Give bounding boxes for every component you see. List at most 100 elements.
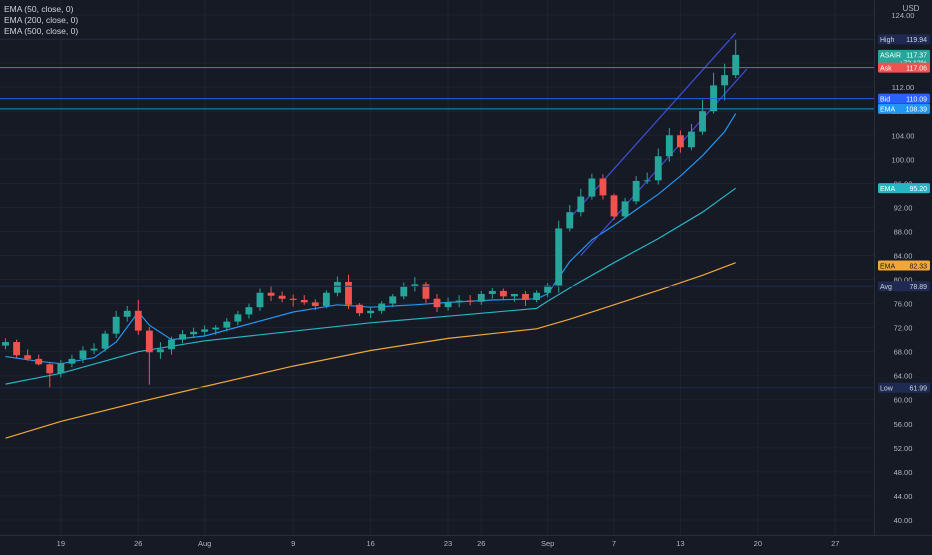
candle-body bbox=[79, 350, 87, 359]
candle-body bbox=[555, 228, 563, 286]
candle-body bbox=[289, 298, 297, 300]
price-tick-label: 92.00 bbox=[894, 203, 913, 212]
price-tick-label: 72.00 bbox=[894, 324, 913, 333]
candle-body bbox=[632, 180, 640, 202]
price-tag-value: 61.99 bbox=[909, 386, 927, 393]
candle-body bbox=[499, 290, 507, 297]
candle-body bbox=[389, 296, 397, 304]
price-tick-label: 84.00 bbox=[894, 251, 913, 260]
price-tag-value: 108.39 bbox=[906, 107, 928, 114]
legend-ema200[interactable]: EMA (200, close, 0) bbox=[4, 15, 79, 25]
price-label-layer: High119.94ASAIR117.37+72.12%Ask117.06Bid… bbox=[878, 34, 930, 393]
candle-body bbox=[466, 300, 474, 302]
currency-label: USD bbox=[903, 4, 920, 13]
candle-body bbox=[311, 302, 319, 306]
channel-line-0 bbox=[569, 32, 737, 219]
candle-body bbox=[267, 292, 275, 296]
candle-body bbox=[544, 285, 552, 293]
price-tick-label: 80.00 bbox=[894, 276, 913, 285]
candle-body bbox=[245, 307, 253, 315]
time-tick-label: 19 bbox=[57, 539, 65, 548]
time-tick-label: 27 bbox=[831, 539, 839, 548]
candle-body bbox=[654, 156, 662, 181]
candle-body bbox=[643, 180, 651, 182]
price-tag-label: Low bbox=[880, 386, 894, 393]
price-tag-label: EMA bbox=[880, 263, 896, 270]
candle-body bbox=[101, 333, 109, 349]
price-tag bbox=[878, 382, 930, 393]
candle-body bbox=[588, 178, 596, 197]
candle-body bbox=[278, 295, 286, 299]
candle-body bbox=[112, 316, 120, 334]
candle-body bbox=[577, 196, 585, 213]
price-tick-label: 44.00 bbox=[894, 492, 913, 501]
candle-body bbox=[488, 290, 496, 294]
price-tick-label: 88.00 bbox=[894, 227, 913, 236]
candle-body bbox=[223, 321, 231, 328]
price-tag bbox=[878, 183, 930, 194]
time-tick-label: 7 bbox=[612, 539, 616, 548]
candle-body bbox=[477, 293, 485, 302]
candle-body bbox=[13, 342, 21, 356]
price-tag-value: 117.06 bbox=[906, 65, 927, 72]
candle-body bbox=[444, 302, 452, 308]
legend-ema50[interactable]: EMA (50, close, 0) bbox=[4, 4, 74, 14]
price-tick-label: 64.00 bbox=[894, 372, 913, 381]
candle-body bbox=[57, 363, 65, 374]
price-tag-value: 82.33 bbox=[909, 263, 927, 270]
time-tick-label: Aug bbox=[198, 539, 211, 548]
time-tick-label: 26 bbox=[134, 539, 142, 548]
candle-body bbox=[688, 131, 695, 148]
time-tick-label: 23 bbox=[444, 539, 452, 548]
candle-body bbox=[168, 339, 175, 350]
price-tag-value: 110.09 bbox=[906, 96, 927, 103]
candle-body bbox=[400, 286, 408, 297]
price-tag bbox=[878, 34, 930, 45]
candle-body bbox=[300, 299, 308, 303]
candle-body bbox=[599, 178, 607, 196]
price-tag-value: 95.20 bbox=[909, 186, 927, 193]
candle-body bbox=[566, 212, 574, 229]
candle-body bbox=[179, 334, 186, 340]
indicator-legend: EMA (50, close, 0) EMA (200, close, 0) E… bbox=[4, 4, 78, 37]
candle-body bbox=[433, 298, 441, 308]
legend-ema500[interactable]: EMA (500, close, 0) bbox=[4, 26, 79, 36]
price-tag-value: 78.89 bbox=[909, 284, 927, 291]
ema-line-0 bbox=[5, 113, 737, 365]
candle-body bbox=[234, 314, 242, 322]
ema-line-2 bbox=[5, 262, 736, 439]
candle-body bbox=[699, 111, 706, 132]
price-tag bbox=[878, 93, 930, 104]
candle-body bbox=[24, 355, 32, 359]
candle-body bbox=[145, 330, 153, 353]
time-axis[interactable]: 19 26 Aug 9 16 23 26 Sep 7 13 20 27 bbox=[57, 539, 840, 548]
candle-body bbox=[201, 329, 209, 332]
candle-body bbox=[356, 304, 363, 314]
candle-body bbox=[35, 358, 43, 365]
price-tag-label: ASAIR bbox=[880, 53, 901, 60]
price-tag bbox=[878, 62, 930, 73]
candle-body bbox=[212, 327, 220, 330]
price-tick-label: 124.00 bbox=[892, 11, 915, 20]
candle-layer bbox=[2, 39, 740, 388]
candle-body bbox=[2, 342, 9, 346]
candle-body bbox=[511, 293, 518, 297]
price-tag bbox=[878, 103, 930, 114]
candle-body bbox=[46, 364, 54, 374]
candle-body bbox=[378, 303, 386, 311]
grid-layer bbox=[0, 0, 874, 535]
candle-body bbox=[721, 75, 729, 86]
candle-body bbox=[256, 292, 264, 308]
time-tick-label: 9 bbox=[291, 539, 295, 548]
candle-body bbox=[533, 292, 540, 300]
candle-body bbox=[156, 349, 164, 353]
candle-body bbox=[522, 293, 529, 300]
candle-body bbox=[665, 135, 673, 157]
candle-body bbox=[422, 284, 430, 299]
candle-body bbox=[411, 284, 419, 287]
candle-body bbox=[334, 281, 341, 293]
time-tick-label: 16 bbox=[366, 539, 374, 548]
